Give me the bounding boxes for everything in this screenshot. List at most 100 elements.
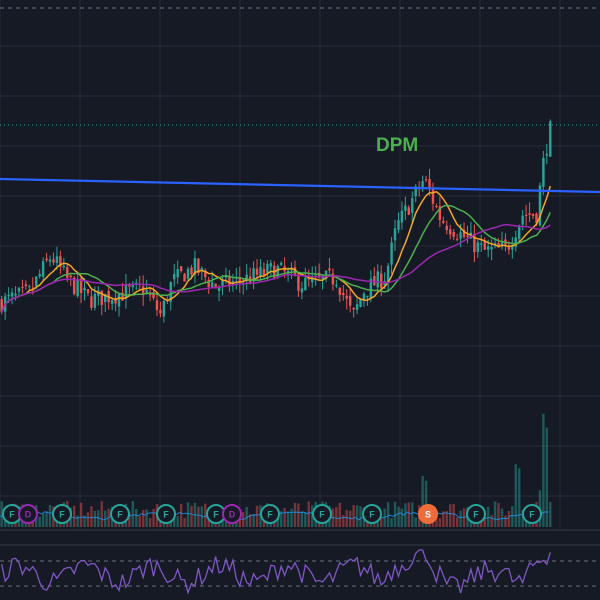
candle-body [538,185,542,226]
event-badge-f[interactable]: F [312,504,332,524]
volume-bar [86,512,90,527]
event-badge-s[interactable]: S [418,504,438,524]
candle-body [366,295,369,297]
volume-bar [386,502,390,527]
event-badge-d[interactable]: D [222,504,242,524]
candle-body [31,287,34,289]
volume-bar [504,515,507,527]
candle-body [421,181,424,190]
moving-averages [1,185,552,313]
candle-body [86,289,90,294]
candle-body [7,294,10,297]
candle-body [17,288,21,292]
volume-bar [238,514,241,527]
candle-body [207,279,210,287]
volume-bar [38,516,41,527]
volume-bar [493,501,497,527]
volume-bar [45,511,48,527]
moving-average-fast [1,185,552,313]
rsi-pane [0,549,600,595]
volume-bar [518,468,521,527]
candle-body [414,186,417,197]
volume-bar [459,510,462,527]
candle-body [121,292,124,301]
candle-body [90,296,93,308]
candle-body [524,214,528,216]
event-badge-ring [110,504,130,524]
chart-title: DPM [376,135,418,156]
candle-body [435,206,438,208]
event-badge-f[interactable]: F [52,504,72,524]
event-badge-label: S [425,510,431,520]
volume-bar [452,504,455,527]
candle-body [442,221,445,223]
candle-body [528,213,531,215]
volume-bar [255,505,259,527]
candle-body [445,225,448,231]
event-badge-d[interactable]: D [18,504,38,524]
event-badge-f[interactable]: F [260,504,280,524]
candle-body [69,275,72,278]
candle-body [21,286,24,288]
candle-body [307,278,310,280]
volume-bar [72,505,76,527]
candle-body [76,279,79,297]
volume-bar [462,508,466,527]
volume-bar [0,501,3,527]
moving-average-slow [1,223,551,313]
trendline[interactable] [0,177,600,194]
event-badge-ring [260,504,280,524]
candle-body [438,206,442,221]
event-badge-f[interactable]: F [466,504,486,524]
candle-body [155,300,159,311]
candle-body [41,261,45,278]
volume-bar [545,427,549,527]
volume-bar [221,516,224,527]
candle-body [24,284,28,287]
event-badge-label: F [473,510,479,520]
event-badge-f[interactable]: F [156,504,176,524]
volume-bar [455,517,459,527]
volume-bar [500,508,504,527]
candle-body [304,277,307,291]
candle-body [497,243,500,248]
volume-bar [290,508,293,527]
volume-bar [152,508,155,527]
candle-body [104,293,107,303]
candle-body [383,281,386,286]
candle-body [455,238,459,240]
candle-body [28,286,31,288]
volume-bar [90,506,93,527]
candle-body [45,258,48,261]
volume-bar [421,475,424,527]
event-badge-f[interactable]: F [110,504,130,524]
event-badge-f[interactable]: F [522,504,542,524]
candle-body [83,287,86,291]
volume-bar [393,501,397,527]
candle-body [152,292,155,299]
event-badge-label: F [213,510,219,520]
candle-body [397,220,400,230]
candle-body [279,263,283,265]
candle-body [131,283,135,288]
event-badge-label: F [369,510,375,520]
candle-body [186,268,190,279]
candle-body [117,293,121,307]
event-badge-f[interactable]: F [362,504,382,524]
candle-body [114,298,117,304]
volume-bar [507,510,511,527]
volume-bar [424,480,428,527]
volume-bar [483,513,486,527]
volume-bar [252,514,255,527]
candle-body [72,277,76,295]
candle-body [252,268,255,282]
volume-bar [300,511,304,527]
candle-body [549,121,552,157]
volume-bar [359,506,362,527]
candle-body [93,293,97,308]
candle-body [404,205,407,211]
candle-body [297,274,300,291]
